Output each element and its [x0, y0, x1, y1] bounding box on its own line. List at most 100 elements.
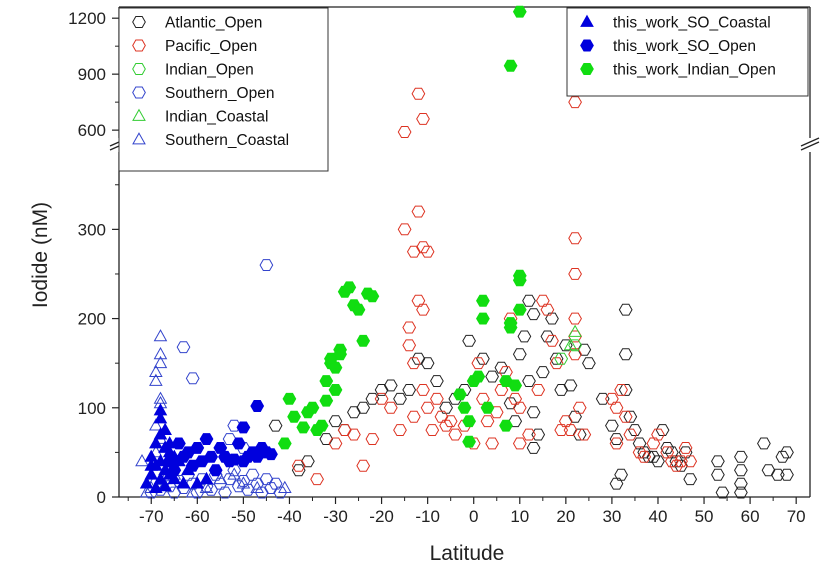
point-atlantic-open: [430, 375, 444, 387]
legend-label: Indian_Open: [165, 62, 254, 79]
point-southern-coastal: [139, 485, 154, 498]
legend-label: Indian_Coastal: [165, 109, 268, 126]
point-southern-coastal: [250, 480, 265, 493]
legend-marker: [132, 63, 146, 75]
point-atlantic-open: [711, 455, 725, 468]
point-pacific-open: [554, 424, 569, 436]
point-pacific-open: [485, 437, 499, 450]
point-southern-coastal: [278, 480, 292, 493]
point-pacific-open: [683, 455, 698, 468]
y-tick-label: 1200: [68, 9, 106, 28]
point-atlantic-open: [655, 424, 670, 436]
point-atlantic-open: [628, 424, 642, 436]
point-southern-coastal: [153, 346, 168, 360]
point-atlantic-open: [660, 442, 675, 454]
point-this-work-indian-open: [319, 394, 334, 407]
point-this-work-so-open: [204, 450, 218, 463]
point-atlantic-open: [582, 357, 596, 370]
point-pacific-open: [411, 205, 426, 218]
point-atlantic-open: [780, 446, 794, 459]
point-pacific-open: [374, 392, 389, 405]
point-pacific-open: [609, 437, 624, 450]
point-atlantic-open: [512, 348, 527, 361]
point-pacific-open: [632, 446, 647, 459]
point-atlantic-open: [319, 433, 334, 445]
x-tick-label: -40: [277, 507, 302, 526]
legend-label: this_work_SO_Coastal: [613, 15, 771, 32]
x-axis-title: Latitude: [430, 542, 505, 565]
point-this-work-so-coastal: [144, 467, 159, 480]
point-pacific-open: [618, 410, 633, 423]
point-pacific-open: [535, 294, 550, 307]
point-atlantic-open: [301, 455, 315, 468]
legend-box: [118, 7, 329, 172]
point-this-work-indian-open: [480, 401, 495, 414]
point-pacific-open: [577, 428, 592, 441]
point-atlantic-open: [646, 450, 661, 463]
point-atlantic-open: [618, 348, 633, 361]
point-atlantic-open: [402, 384, 417, 396]
point-pacific-open: [416, 303, 430, 316]
point-atlantic-open: [780, 468, 794, 481]
point-atlantic-open: [757, 437, 771, 450]
point-pacific-open: [549, 357, 564, 370]
legend-marker: [132, 16, 146, 28]
y-tick-label: 600: [78, 121, 106, 140]
point-this-work-indian-open: [333, 348, 347, 361]
legend-label: Southern_Open: [165, 85, 274, 102]
point-atlantic-open: [526, 442, 541, 454]
y-tick-label: 100: [78, 399, 106, 418]
point-this-work-so-coastal: [158, 478, 172, 492]
x-tick-label: 30: [602, 507, 621, 526]
legend-left: Atlantic_Open Pacific_Open Indian_Open Sout…: [118, 7, 329, 172]
point-southern-open: [185, 372, 200, 385]
point-atlantic-open: [651, 455, 665, 468]
x-tick-label: 20: [556, 507, 575, 526]
point-this-work-so-coastal: [153, 411, 168, 424]
point-this-work-indian-open: [305, 401, 320, 414]
point-pacific-open: [660, 446, 675, 459]
point-atlantic-open: [595, 392, 610, 405]
point-atlantic-open: [554, 384, 569, 396]
point-this-work-indian-open: [328, 361, 343, 374]
point-pacific-open: [540, 303, 555, 316]
legend-marker: [132, 86, 146, 99]
y-tick-label: 900: [78, 65, 106, 84]
point-pacific-open: [328, 437, 343, 450]
point-atlantic-open: [761, 464, 776, 477]
point-this-work-so-coastal: [139, 476, 154, 489]
point-pacific-open: [291, 459, 306, 472]
point-southern-open: [245, 468, 260, 481]
point-pacific-open: [651, 428, 665, 441]
point-southern-open: [268, 477, 283, 490]
point-atlantic-open: [531, 428, 546, 441]
legend-marker: [580, 63, 594, 75]
point-atlantic-open: [614, 468, 628, 481]
point-indian-open: [568, 339, 582, 352]
point-southern-coastal: [199, 480, 214, 493]
point-pacific-open: [572, 401, 587, 414]
point-atlantic-open: [347, 406, 361, 419]
point-this-work-indian-open: [457, 401, 472, 414]
point-atlantic-open: [365, 392, 380, 405]
point-pacific-open: [512, 437, 527, 450]
point-this-work-indian-open: [282, 392, 297, 405]
point-this-work-indian-open: [462, 415, 476, 428]
x-tick-label: -70: [139, 507, 164, 526]
point-atlantic-open: [609, 477, 624, 490]
point-atlantic-open: [678, 446, 693, 459]
point-pacific-open: [393, 424, 407, 436]
point-atlantic-open: [715, 486, 730, 499]
point-atlantic-open: [503, 397, 518, 410]
legend-label: Atlantic_Open: [165, 15, 262, 32]
x-tick-label: -60: [185, 507, 210, 526]
point-atlantic-open: [734, 486, 748, 499]
point-southern-coastal: [236, 476, 251, 489]
point-pacific-open: [420, 245, 435, 258]
point-indian-coastal: [563, 337, 578, 351]
point-this-work-indian-open: [512, 5, 527, 18]
axis-break-mark: [800, 141, 820, 151]
point-pacific-open: [522, 428, 536, 441]
point-atlantic-open: [770, 468, 785, 481]
point-pacific-open: [558, 415, 573, 428]
